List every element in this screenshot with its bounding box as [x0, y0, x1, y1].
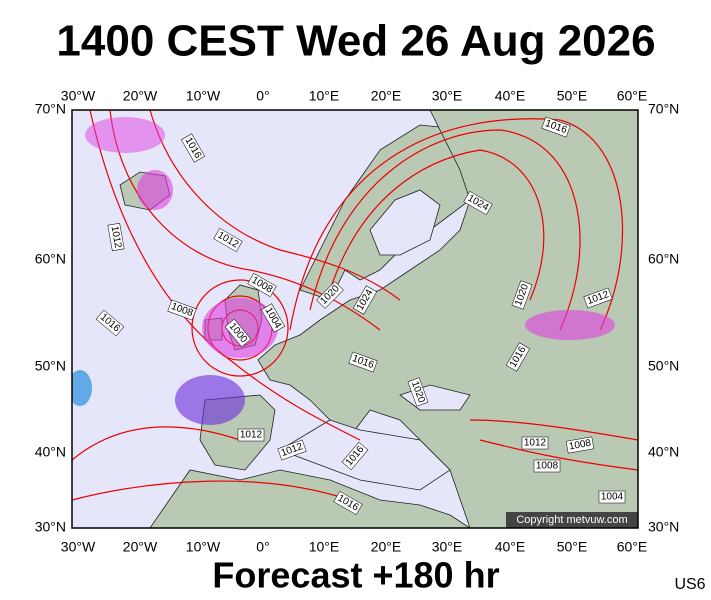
- lat-label-right: 60°N: [648, 251, 679, 267]
- isobar-label-box: [107, 222, 125, 252]
- lon-label-top: 40°E: [495, 88, 526, 104]
- forecast: Forecast +180 hr: [212, 555, 499, 596]
- isobar-label-text: 1004: [601, 492, 624, 503]
- lon-label-bottom: 30°W: [61, 539, 96, 555]
- isobar-label-text: 1008: [536, 461, 559, 472]
- isobar-label-box: [167, 299, 197, 321]
- lat-label-left: 50°N: [35, 358, 66, 374]
- title: 1400 CEST Wed 26 Aug 2026: [56, 17, 655, 66]
- isobar-label-box: [95, 309, 125, 337]
- isobar-label: 1004: [598, 490, 626, 504]
- isobar-label-box: [180, 133, 206, 163]
- copyright: Copyright metvuw.com: [516, 514, 627, 526]
- isobar-label-box: [511, 280, 533, 310]
- isobar-label: 1012: [521, 436, 549, 450]
- isobar-label-text: 1012: [524, 438, 547, 449]
- lat-label-left: 30°N: [35, 519, 66, 535]
- lon-label-top: 30°E: [432, 88, 463, 104]
- lon-label-top: 10°W: [186, 88, 221, 104]
- lon-label-top: 50°E: [557, 88, 588, 104]
- lat-label-right: 30°N: [648, 519, 679, 535]
- isobar-label-box: [260, 303, 286, 333]
- isobar-label: 1012: [107, 222, 125, 252]
- isobar-label-box: [341, 441, 369, 471]
- lat-label-right: 40°N: [648, 444, 679, 460]
- lat-label-left: 60°N: [35, 251, 66, 267]
- isobar-label-text: 1012: [240, 430, 263, 441]
- lon-label-top: 20°W: [123, 88, 158, 104]
- lon-label-top: 20°E: [371, 88, 402, 104]
- lon-label-top: 10°E: [309, 88, 340, 104]
- lon-label-bottom: 20°E: [371, 539, 402, 555]
- isobar-label-box: [407, 377, 429, 407]
- code: US6: [674, 576, 705, 593]
- isobar-label-box: [352, 285, 378, 315]
- isobar-label-box: [533, 459, 561, 473]
- isobar-label-box: [463, 190, 493, 216]
- lat-label-left: 70°N: [35, 101, 66, 117]
- isobar-label-box: [521, 436, 549, 450]
- lon-label-bottom: 30°E: [432, 539, 463, 555]
- lon-label-top: 60°E: [617, 88, 648, 104]
- isobar-label-box: [598, 490, 626, 504]
- isobar-label-text: 1012: [109, 225, 124, 249]
- isobar-label-box: [541, 116, 571, 138]
- isobar-label-box: [333, 490, 363, 516]
- isobar-label: 1008: [565, 436, 595, 454]
- precip: [72, 117, 615, 425]
- lon-label-bottom: 10°E: [309, 539, 340, 555]
- isobar-label: 1008: [533, 459, 561, 473]
- copyright-box: [506, 512, 638, 528]
- lat-label-right: 70°N: [648, 101, 679, 117]
- graticule-labels: 30°W 30°W 20°W 20°W 10°W 10°W 0° 0° 10°E 10°E 20°E…: [35, 88, 680, 555]
- isobar-label-box: [565, 436, 595, 454]
- lon-label-bottom: 40°E: [495, 539, 526, 555]
- lat-label-right: 50°N: [648, 358, 679, 374]
- isobar-label-text: 1008: [568, 438, 592, 453]
- isobar-label-box: [316, 281, 344, 309]
- lon-label-bottom: 10°W: [186, 539, 221, 555]
- lon-label-bottom: 60°E: [617, 539, 648, 555]
- lon-label-top: 0°: [256, 88, 269, 104]
- isobar-label-box: [583, 287, 613, 309]
- isobar-label: 1012: [237, 428, 265, 442]
- isobar-label-box: [247, 272, 277, 298]
- frame: [71, 109, 639, 529]
- lat-label-left: 40°N: [35, 444, 66, 460]
- lon-label-bottom: 50°E: [557, 539, 588, 555]
- isobar-label-box: [348, 351, 378, 373]
- isobar-label-box: [277, 439, 307, 461]
- isobar-label-box: [237, 428, 265, 442]
- isobars: [72, 110, 638, 501]
- lon-label-top: 30°W: [61, 88, 96, 104]
- lon-label-bottom: 0°: [256, 539, 269, 555]
- lon-label-bottom: 20°W: [123, 539, 158, 555]
- isobar-label-box: [213, 227, 243, 253]
- isobar-label-box: [224, 318, 252, 348]
- isobar-label-box: [505, 342, 531, 372]
